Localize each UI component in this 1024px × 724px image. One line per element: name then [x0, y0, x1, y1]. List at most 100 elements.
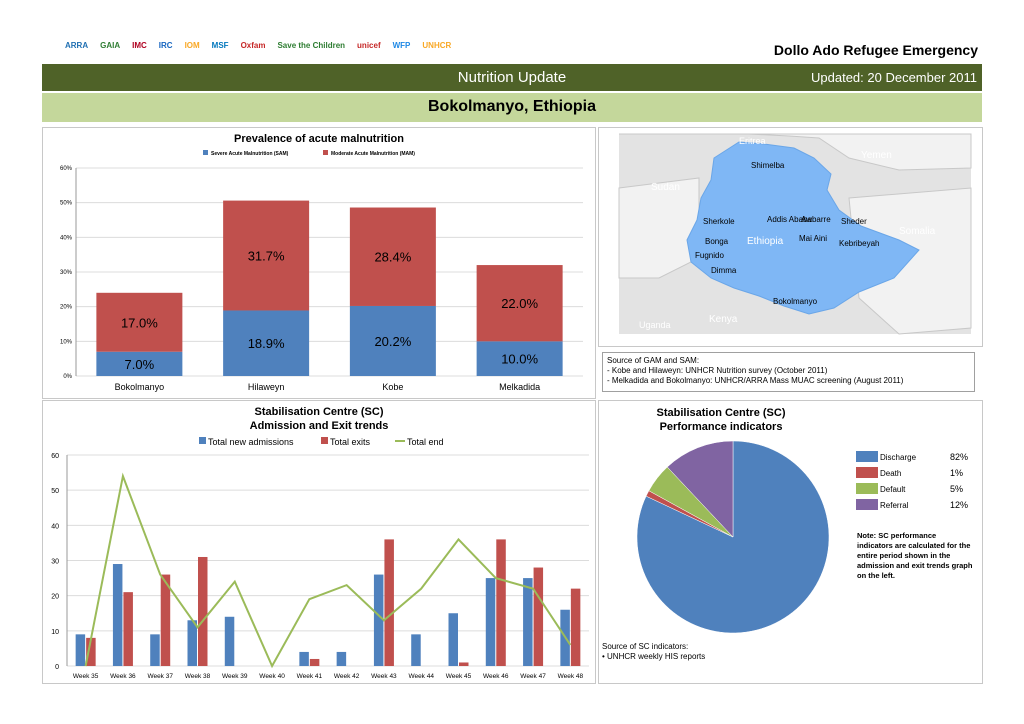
bar — [198, 556, 208, 666]
gam-source-line: - Kobe and Hilaweyn: UNHCR Nutrition sur… — [607, 366, 828, 375]
map-panel: Eritrea Shimelba Yemen Sudan Sherkole Addis A… — [598, 127, 983, 347]
y-tick-label: 60 — [51, 453, 59, 460]
y-tick-label: 20% — [60, 305, 73, 311]
bar — [349, 207, 436, 306]
legend-value: 82% — [950, 452, 968, 462]
map-place-label: Kebribeyah — [839, 239, 879, 248]
chart-subtitle: Performance indicators — [660, 421, 783, 433]
partner-logo: MSF — [211, 40, 229, 50]
legend-value: 12% — [950, 500, 968, 510]
chart-subtitle: Admission and Exit trends — [250, 420, 389, 432]
chart-title: Prevalence of acute malnutrition — [234, 133, 404, 145]
data-label: 7.0% — [125, 357, 155, 372]
map-place-label: Awbarre — [801, 215, 831, 224]
x-tick-label: Week 48 — [558, 673, 584, 680]
legend-swatch — [321, 437, 328, 444]
x-tick-label: Week 45 — [446, 673, 472, 680]
legend-swatch — [856, 467, 878, 478]
updated-date: Updated: 20 December 2011 — [811, 70, 977, 85]
legend-label: Total exits — [330, 437, 371, 447]
map-place-label: Fugnido — [695, 251, 724, 260]
map-place-label: Sudan — [651, 182, 680, 193]
bar — [112, 564, 123, 666]
x-tick-label: Week 44 — [408, 673, 434, 680]
bar — [187, 620, 197, 666]
legend-swatch — [856, 483, 878, 494]
bar — [309, 658, 320, 666]
data-label: 20.2% — [374, 334, 411, 349]
legend-label: Moderate Acute Malnutrition (MAM) — [331, 151, 415, 157]
map-place-label: Uganda — [639, 320, 671, 330]
map-place-label: Somalia — [899, 226, 936, 237]
partner-logo: Oxfam — [240, 40, 266, 50]
bar — [476, 265, 563, 342]
bar — [299, 651, 309, 666]
partner-logo: unicef — [357, 40, 381, 50]
x-tick-label: Bokolmanyo — [115, 382, 165, 392]
data-label: 22.0% — [501, 296, 538, 311]
x-tick-label: Hilaweyn — [248, 382, 285, 392]
bar — [223, 310, 310, 376]
bar — [523, 578, 533, 666]
x-tick-label: Week 47 — [520, 673, 546, 680]
partner-logo: UNHCR — [422, 40, 452, 50]
y-tick-label: 10% — [60, 339, 73, 345]
map-place-label: Bonga — [705, 237, 729, 246]
legend-label: Discharge — [880, 453, 917, 462]
partner-logo: IOM — [184, 40, 200, 50]
y-tick-label: 0 — [55, 664, 59, 671]
gam-source-title: Source of GAM and SAM: — [607, 356, 700, 365]
bar — [336, 651, 347, 666]
partner-logo: WFP — [392, 40, 411, 50]
data-label: 31.7% — [248, 249, 285, 264]
data-label: 18.9% — [248, 336, 285, 351]
sc-source-text: UNHCR weekly HIS reports — [607, 652, 706, 661]
legend-label: Death — [880, 469, 901, 478]
bar — [459, 662, 469, 666]
sc-source: Source of SC indicators: • UNHCR weekly … — [602, 642, 705, 662]
x-tick-label: Week 37 — [147, 673, 173, 680]
location-bar: Bokolmanyo, Ethiopia — [42, 93, 982, 122]
gam-source-line: - Melkadida and Bokolmanyo: UNHCR/ARRA M… — [607, 376, 904, 385]
bar — [86, 637, 96, 666]
location-title: Bokolmanyo, Ethiopia — [427, 98, 596, 115]
bar — [496, 539, 506, 666]
x-tick-label: Week 39 — [222, 673, 248, 680]
bar — [485, 578, 496, 666]
x-tick-label: Week 36 — [110, 673, 136, 680]
page-title: Dollo Ado Refugee Emergency — [773, 42, 978, 58]
bar — [96, 351, 183, 376]
y-tick-label: 50% — [60, 201, 73, 207]
bar — [96, 292, 183, 352]
bar — [476, 341, 563, 376]
chart-title: Stabilisation Centre (SC) — [657, 407, 786, 419]
y-tick-label: 30% — [60, 270, 73, 276]
prevalence-panel: Prevalence of acute malnutrition Severe A… — [42, 127, 596, 399]
legend-label: Total new admissions — [208, 437, 294, 447]
x-tick-label: Week 38 — [185, 673, 211, 680]
pie-note: Note: SC performance indicators are calc… — [857, 531, 973, 580]
y-tick-label: 0% — [63, 374, 72, 380]
legend-swatch — [323, 150, 328, 155]
region-map: Eritrea Shimelba Yemen Sudan Sherkole Addis A… — [618, 133, 972, 335]
x-tick-label: Week 35 — [73, 673, 99, 680]
map-place-label: Eritrea — [739, 136, 766, 146]
bar — [349, 305, 436, 376]
map-place-label: Addis Ababa — [767, 215, 812, 224]
legend-label: Severe Acute Malnutrition (SAM) — [211, 151, 289, 157]
data-label: 10.0% — [501, 352, 538, 367]
bar — [150, 634, 160, 666]
sc-trends-chart: Stabilisation Centre (SC) Admission and E… — [51, 406, 589, 680]
data-label: 17.0% — [121, 315, 158, 330]
x-tick-label: Week 40 — [259, 673, 285, 680]
y-tick-label: 30 — [51, 559, 59, 566]
map-place-label: Sherkole — [703, 217, 735, 226]
bar — [75, 634, 86, 666]
bar — [533, 567, 544, 666]
gam-source-box: Source of GAM and SAM: - Kobe and Hilawe… — [602, 352, 975, 392]
bar — [384, 539, 394, 666]
legend-label: Total end — [407, 437, 444, 447]
y-tick-label: 40 — [51, 523, 59, 530]
y-tick-label: 10 — [51, 629, 59, 636]
partner-logo: IRC — [158, 40, 173, 50]
